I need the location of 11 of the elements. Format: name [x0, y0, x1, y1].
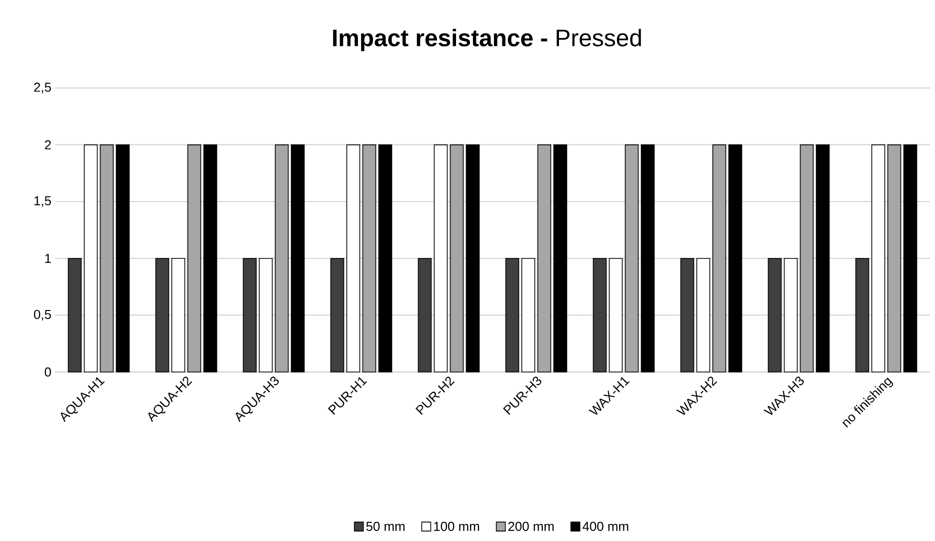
chart-title: Impact resistance - Pressed — [333, 28, 641, 52]
y-tick-label: 1,5 — [34, 196, 51, 207]
y-tick-label: 2 — [44, 140, 51, 150]
y-tick-label: 1 — [45, 254, 51, 263]
legend-label: 200 mm — [508, 522, 554, 531]
legend-label: 400 mm — [582, 522, 628, 531]
y-tick-label: 0,5 — [34, 310, 51, 321]
y-tick-label: 2,5 — [34, 82, 51, 94]
legend-label: 100 mm — [434, 522, 480, 531]
legend-label: 50 mm — [366, 522, 404, 531]
y-tick-label: 0 — [44, 367, 51, 377]
